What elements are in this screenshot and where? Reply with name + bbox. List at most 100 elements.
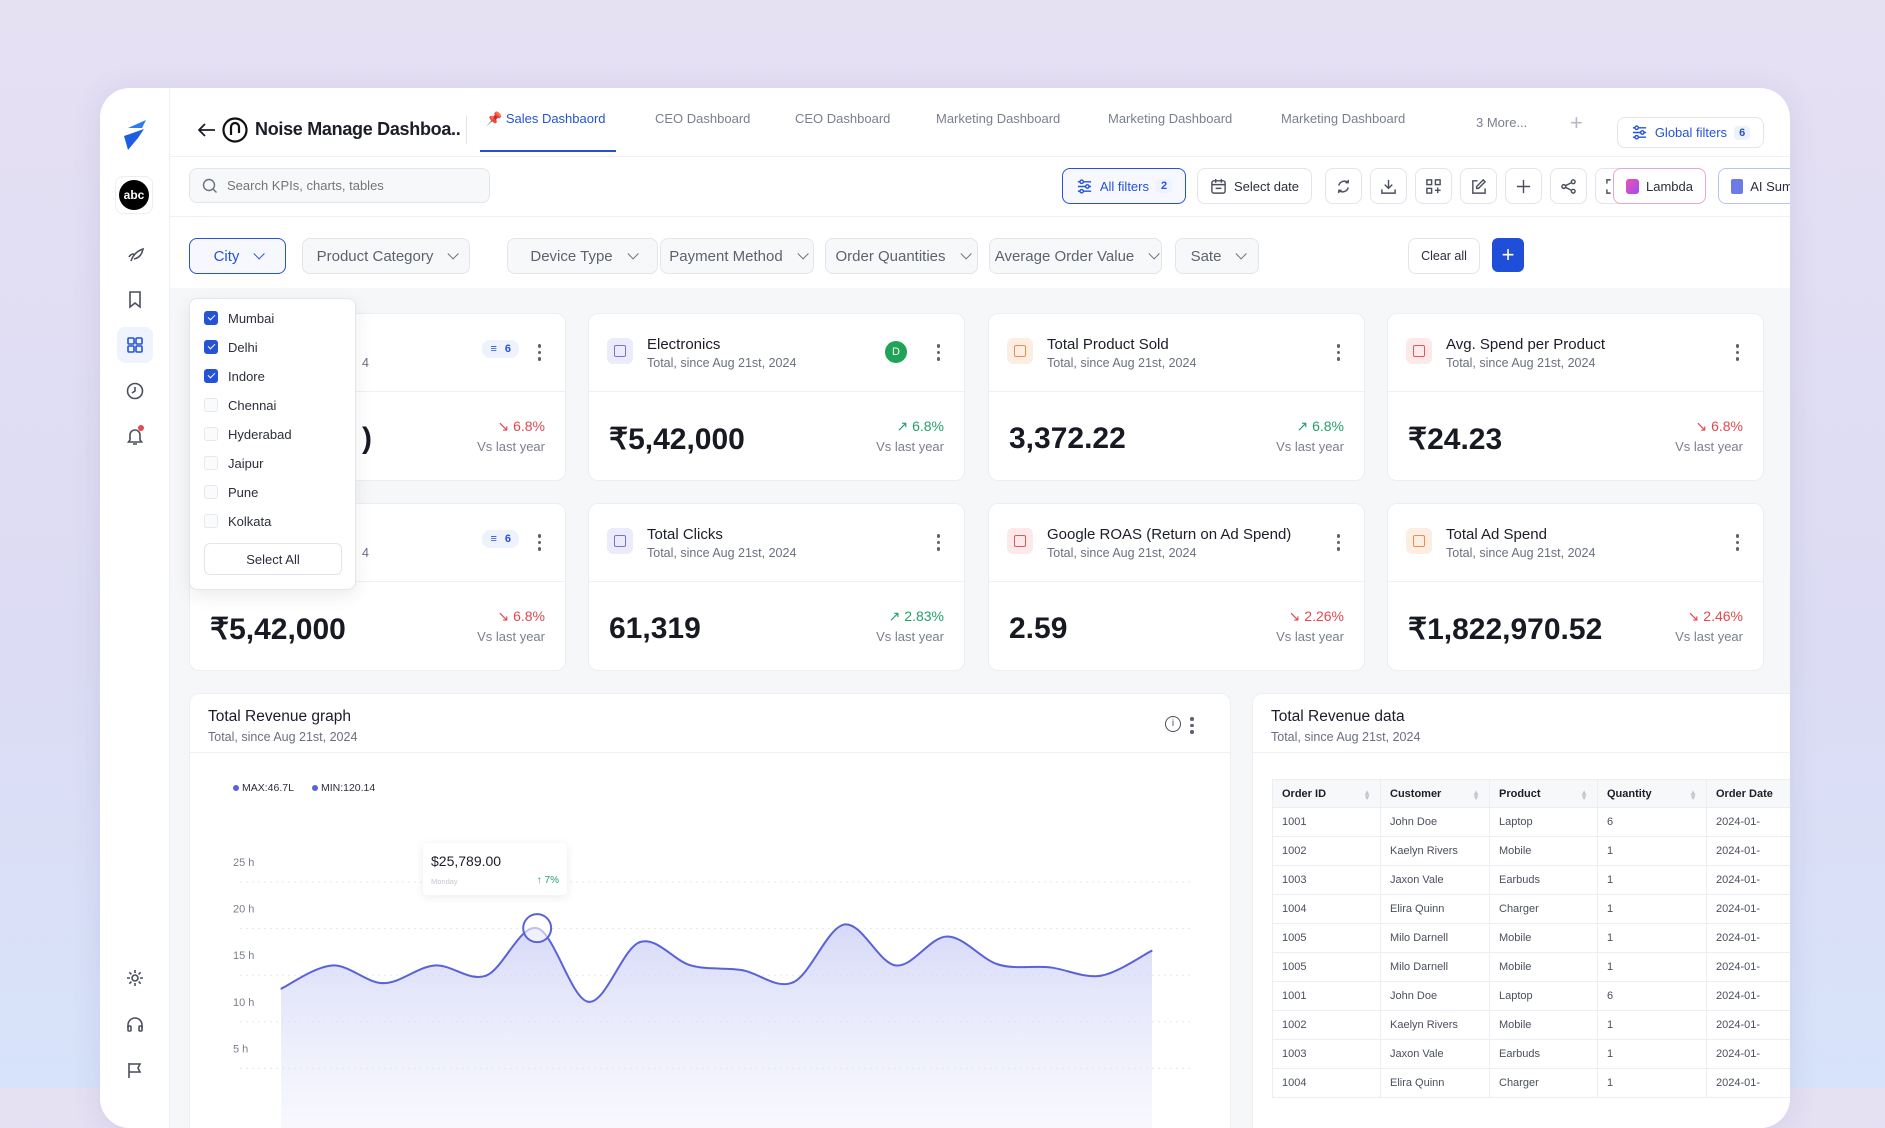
checkbox[interactable] [204,398,218,412]
sidebar-item-bell[interactable] [117,418,153,454]
more-menu-icon[interactable] [937,344,941,361]
city-option[interactable]: Indore [204,366,265,386]
filter-sate[interactable]: Sate [1175,238,1259,274]
clear-all-button[interactable]: Clear all [1408,238,1480,274]
filter-product-category[interactable]: Product Category [302,238,470,274]
plus-button[interactable] [1505,168,1542,204]
city-option-label: Hyderabad [228,427,292,442]
table-cell: 2024-01- [1707,837,1791,866]
tab-2[interactable]: CEO Dashboard [795,108,890,152]
more-menu-icon[interactable] [538,534,542,551]
tab-5[interactable]: Marketing Dashboard [1281,108,1405,152]
workspace-avatar[interactable]: abc [115,176,153,214]
lambda-button[interactable]: Lambda [1613,168,1706,204]
filter-order-quantities[interactable]: Order Quantities [825,238,978,274]
checkbox[interactable] [204,311,218,325]
checkbox[interactable] [204,485,218,499]
ai-summary-button[interactable]: AI Summary [1718,168,1790,204]
checkbox[interactable] [204,369,218,383]
city-option[interactable]: Kolkata [204,511,271,531]
sort-icon[interactable]: ▲▼ [1580,790,1588,800]
select-date-button[interactable]: Select date [1197,168,1312,204]
sort-icon[interactable]: ▲▼ [1689,790,1697,800]
kpi-card[interactable]: Google ROAS (Return on Ad Spend)Total, s… [988,503,1365,671]
sidebar-item-headset[interactable] [117,1006,153,1042]
highlighted-point[interactable] [523,914,551,942]
tab-1[interactable]: CEO Dashboard [655,108,750,152]
sort-icon[interactable]: ▲▼ [1472,790,1480,800]
search-field[interactable] [227,178,467,193]
city-option[interactable]: Pune [204,482,258,502]
table-scroll[interactable]: Order ID▲▼Customer▲▼Product▲▼Quantity▲▼O… [1272,779,1790,1098]
city-option[interactable]: Chennai [204,395,276,415]
more-menu-icon[interactable] [1337,344,1341,361]
more-menu-icon[interactable] [937,534,941,551]
sidebar-item-clock[interactable] [117,373,153,409]
filter-count-badge[interactable]: ≡6 [482,340,519,358]
column-header[interactable]: Quantity▲▼ [1598,780,1707,808]
edit-button[interactable] [1460,168,1497,204]
refresh-button[interactable] [1325,168,1362,204]
column-header[interactable]: Order ID▲▼ [1273,780,1381,808]
table-cell: 1001 [1273,808,1381,837]
global-filters-button[interactable]: Global filters 6 [1617,117,1764,148]
filter-count-badge[interactable]: ≡6 [482,530,519,548]
checkbox[interactable] [204,427,218,441]
city-option[interactable]: Hyderabad [204,424,292,444]
all-filters-button[interactable]: All filters 2 [1062,168,1186,204]
column-header[interactable]: Customer▲▼ [1381,780,1490,808]
more-menu-icon[interactable] [538,344,542,361]
back-arrow-icon[interactable] [198,123,216,137]
search-input[interactable] [189,168,490,203]
more-tabs[interactable]: 3 More... [1476,112,1527,156]
filter-average-order-value[interactable]: Average Order Value [989,238,1162,274]
add-tab-icon[interactable]: + [1570,110,1583,136]
tab-3[interactable]: Marketing Dashboard [936,108,1060,152]
checkbox[interactable] [204,340,218,354]
filter-city[interactable]: City [189,238,286,274]
city-option[interactable]: Mumbai [204,308,274,328]
sidebar-item-grid[interactable] [117,327,153,363]
sidebar-item-gear[interactable] [117,960,153,996]
checkbox[interactable] [204,456,218,470]
add-widget-button[interactable] [1415,168,1452,204]
sort-icon[interactable]: ▲▼ [1363,790,1371,800]
checkbox[interactable] [204,514,218,528]
chevron-down-icon [1236,248,1247,259]
kpi-comparison-label: Vs last year [1675,629,1743,644]
tab-0[interactable]: 📌 Sales Dashbaord [480,108,616,152]
column-header[interactable]: Product▲▼ [1490,780,1598,808]
filter-device-type[interactable]: Device Type [507,238,658,274]
sidebar-item-flag[interactable] [117,1052,153,1088]
add-filter-button[interactable]: + [1492,238,1524,272]
tab-4[interactable]: Marketing Dashboard [1108,108,1232,152]
column-header[interactable]: Order Date [1707,780,1791,808]
filter-payment-method[interactable]: Payment Method [660,238,814,274]
city-option[interactable]: Delhi [204,337,258,357]
select-all-button[interactable]: Select All [204,543,342,575]
more-menu-icon[interactable] [1337,534,1341,551]
sidebar-item-spark[interactable] [117,236,153,272]
more-menu-icon[interactable] [1736,534,1740,551]
sidebar-item-bookmark[interactable] [117,281,153,317]
share-button[interactable] [1550,168,1587,204]
chart-tile-icon [1406,338,1432,364]
download-button[interactable] [1370,168,1407,204]
more-menu-icon[interactable] [1736,344,1740,361]
city-option[interactable]: Jaipur [204,453,263,473]
